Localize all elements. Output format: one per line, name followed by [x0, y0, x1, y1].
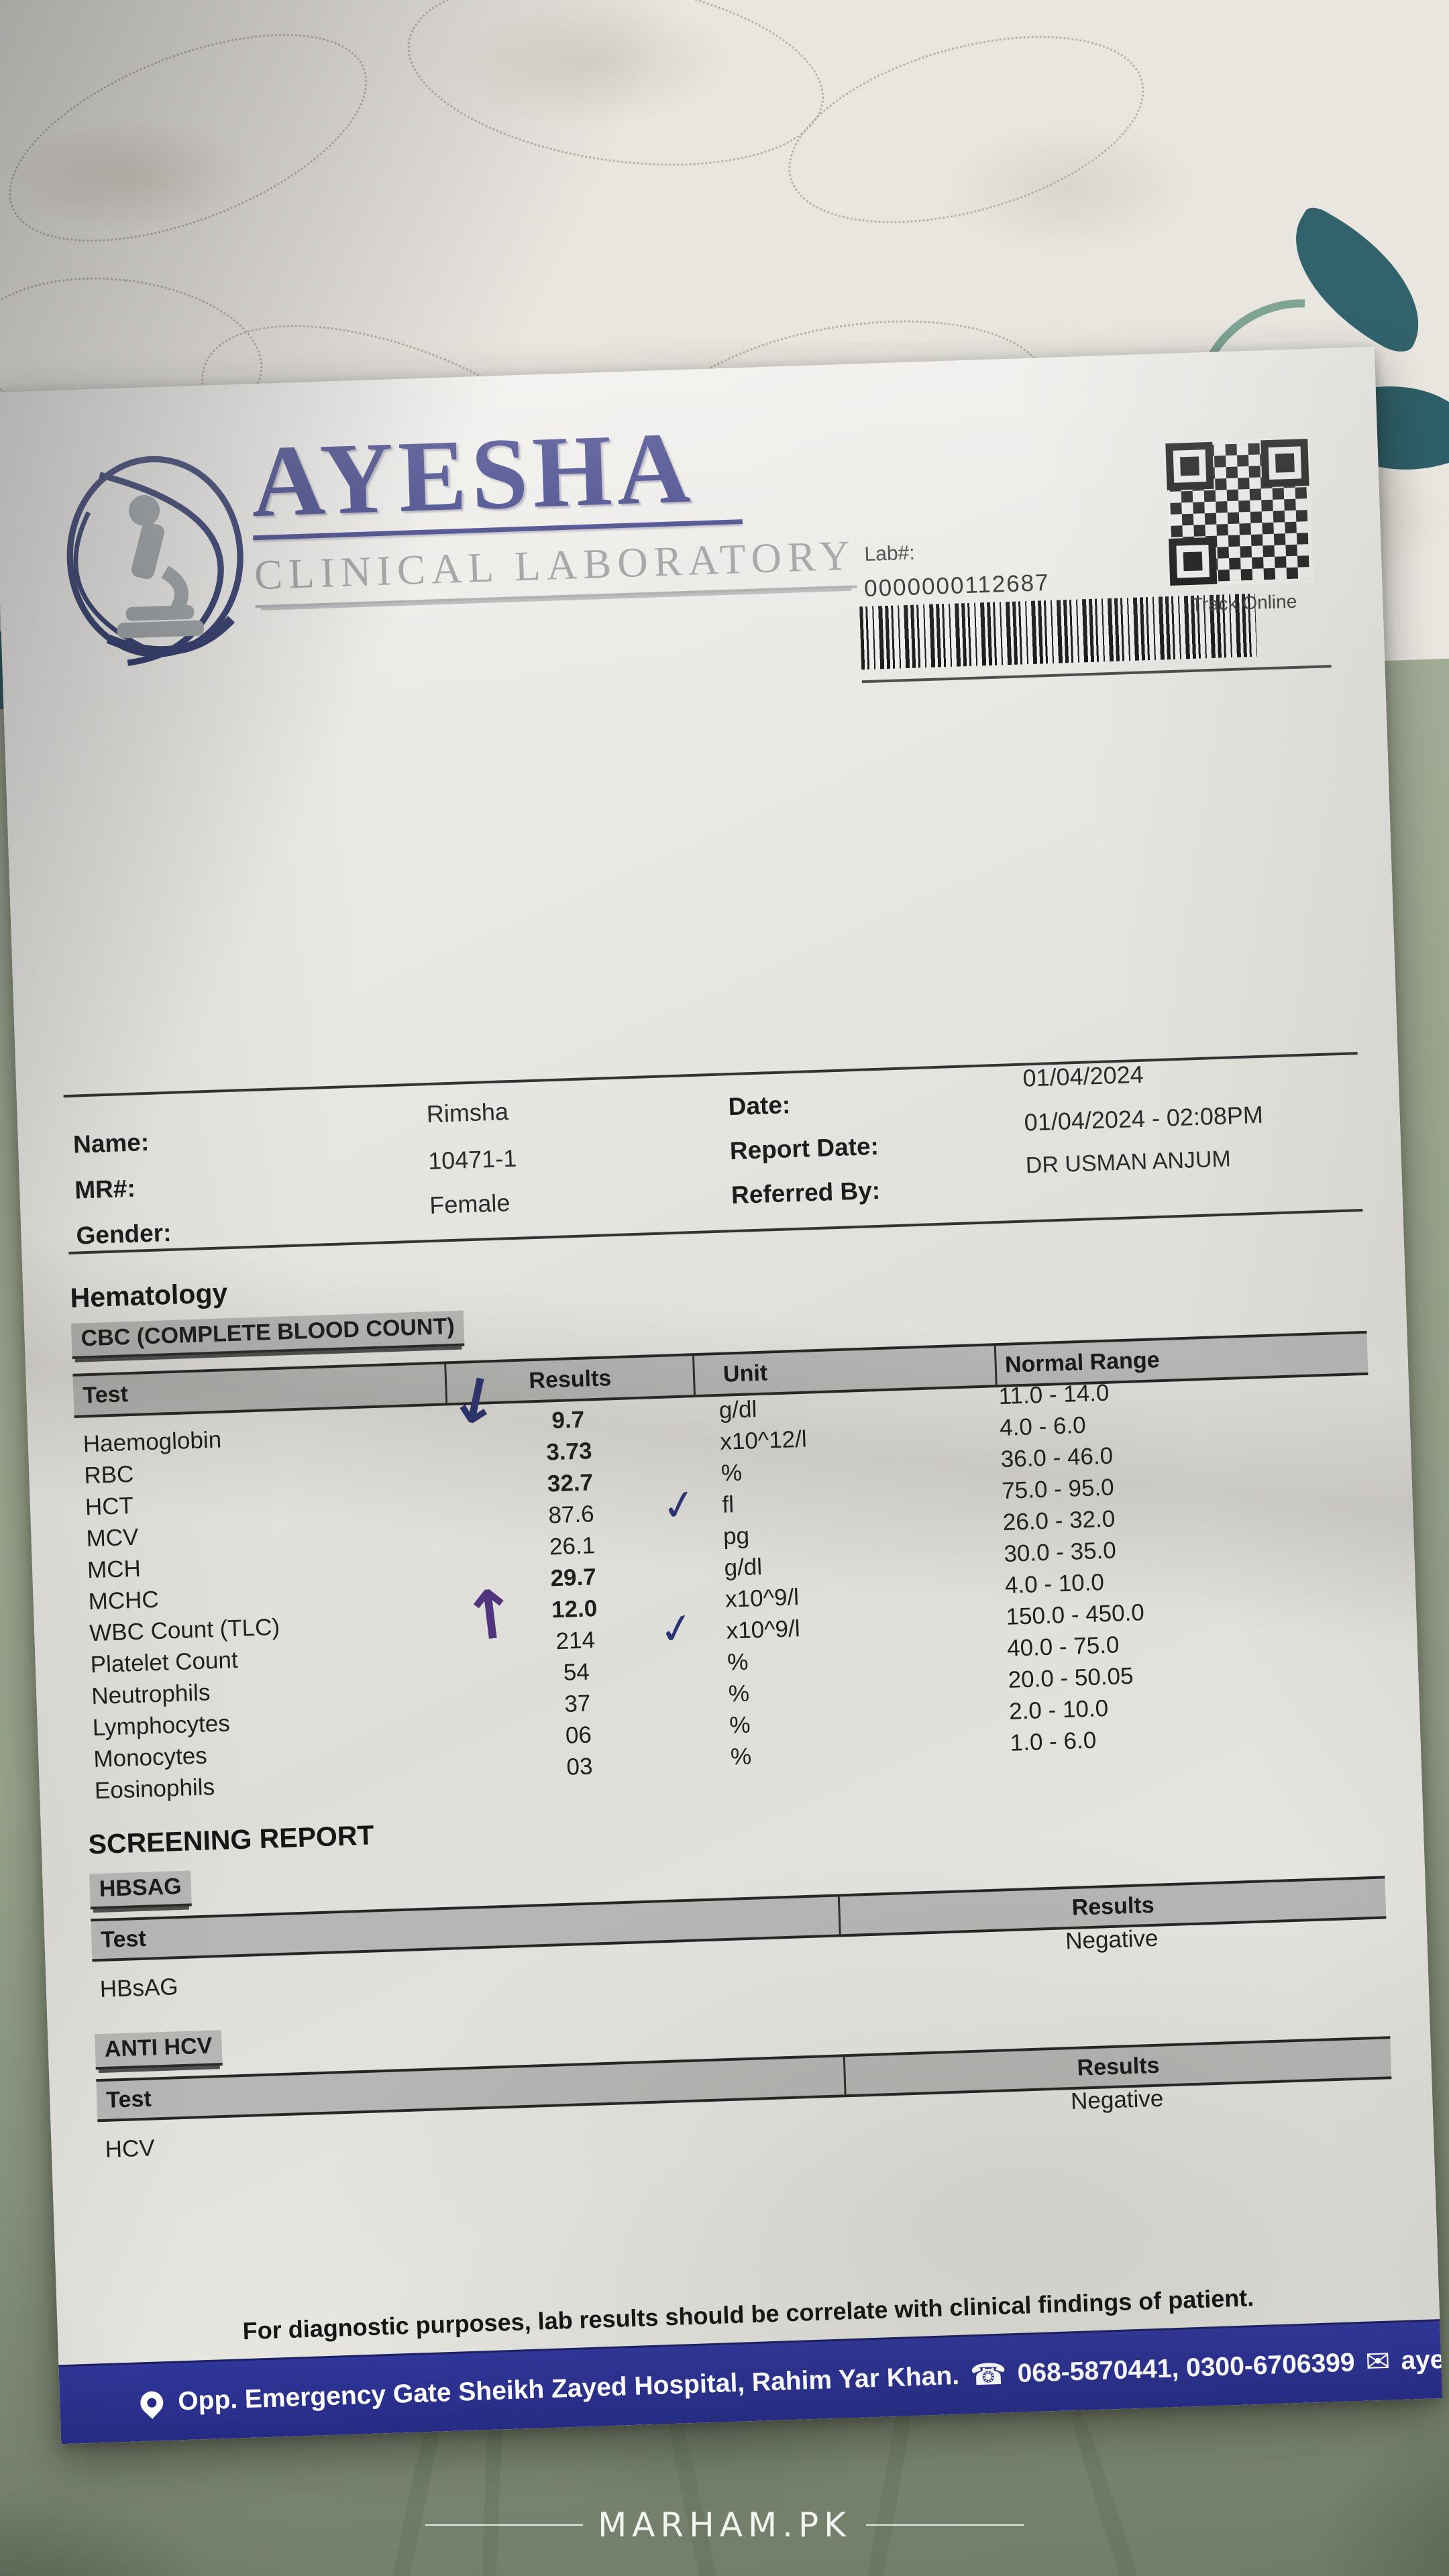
cbc-subsection-label: CBC (COMPLETE BLOOD COUNT)	[70, 1310, 465, 1359]
watermark-text: MARHAM.PK	[598, 2506, 851, 2544]
result-text: 12.0	[551, 1595, 598, 1623]
mr-label: MR#:	[74, 1174, 136, 1204]
qr-finder-square	[1260, 439, 1309, 488]
sample-date: 01/04/2024	[1022, 1060, 1144, 1092]
result-text: 214	[555, 1626, 596, 1654]
lab-phones: 068-5870441, 0300-6706399	[1016, 2347, 1356, 2388]
marham-watermark: MARHAM.PK	[0, 2506, 1449, 2544]
result-text: 9.7	[551, 1406, 585, 1434]
lab-brand: AYESHA CLINICAL LABORATORY	[250, 411, 857, 608]
result-value: 9.7 ↓	[443, 1361, 692, 1442]
result-text: 06	[565, 1721, 592, 1749]
qr-code	[1164, 437, 1314, 588]
track-online-label: Track Online	[1191, 590, 1297, 615]
hbsag-panel: HBSAG Test Results HBsAG Negative	[89, 1831, 1388, 2011]
header-divider-line	[861, 665, 1332, 684]
lab-codes-block: Lab#: 0000000112687 Track Online	[857, 437, 1332, 699]
patient-gender: Female	[429, 1189, 511, 1220]
hematology-section: Hematology CBC (COMPLETE BLOOD COUNT) Te…	[70, 1240, 1381, 1807]
result-text: 87.6	[547, 1500, 595, 1528]
lab-name: AYESHA	[249, 411, 697, 539]
lab-number-label: Lab#:	[864, 541, 916, 566]
date-label: Date:	[728, 1091, 791, 1121]
lab-subtitle: CLINICAL LABORATORY	[253, 531, 857, 608]
lab-report-paper: AYESHA CLINICAL LABORATORY Lab#: 0000000…	[0, 346, 1443, 2445]
anti-hcv-panel: ANTI HCV Test Results HCV Negative	[95, 1991, 1393, 2171]
result-text: 32.7	[547, 1468, 594, 1497]
anti-hcv-panel-label: ANTI HCV	[95, 2030, 223, 2070]
hematology-table-body: Haemoglobin 9.7 ↓ g/dl 11.0 - 14.0 RBC 3.…	[74, 1361, 1381, 1807]
column-test: Test	[91, 1896, 841, 1960]
referred-by-label: Referred By:	[731, 1176, 881, 1210]
result-text: 37	[564, 1690, 591, 1717]
test-name: HBsAG	[99, 1974, 179, 2003]
watermark-line	[425, 2524, 584, 2526]
watermark-line	[865, 2524, 1024, 2526]
lab-number: 0000000112687	[863, 569, 1051, 602]
phone-icon: ☎	[969, 2357, 1008, 2393]
microscope-globe-logo-icon	[66, 455, 244, 666]
result-text: 26.1	[549, 1532, 596, 1560]
lab-address: Opp. Emergency Gate Sheikh Zayed Hospita…	[177, 2361, 960, 2416]
qr-finder-square	[1169, 537, 1218, 586]
qr-finder-square	[1165, 441, 1214, 491]
result-text: 54	[563, 1658, 590, 1686]
lab-email: ayeshalabryk@gma	[1400, 2338, 1443, 2375]
envelope-icon: ✉	[1364, 2344, 1391, 2379]
screening-report-section: SCREENING REPORT HBSAG Test Results HBsA…	[88, 1786, 1393, 2172]
mr-number: 10471-1	[427, 1144, 517, 1175]
column-unit: Unit	[694, 1346, 998, 1395]
patient-info-section: Name: Rimsha MR#: 10471-1 Gender: Female…	[63, 1052, 1363, 1254]
hbsag-panel-label: HBSAG	[89, 1870, 192, 1910]
location-pin-icon	[136, 2386, 168, 2419]
report-date: 01/04/2024 - 02:08PM	[1024, 1100, 1264, 1136]
column-test: Test	[96, 2057, 847, 2120]
report-date-label: Report Date:	[729, 1132, 879, 1165]
result-text: 3.73	[545, 1437, 593, 1466]
test-name: HCV	[105, 2135, 156, 2163]
referred-by: DR USMAN ANJUM	[1025, 1146, 1232, 1179]
gender-label: Gender:	[75, 1218, 172, 1250]
name-label: Name:	[72, 1128, 150, 1159]
column-test: Test	[72, 1364, 448, 1415]
patient-name: Rimsha	[426, 1097, 509, 1128]
result-text: 29.7	[549, 1563, 597, 1591]
result-text: 03	[566, 1753, 594, 1780]
